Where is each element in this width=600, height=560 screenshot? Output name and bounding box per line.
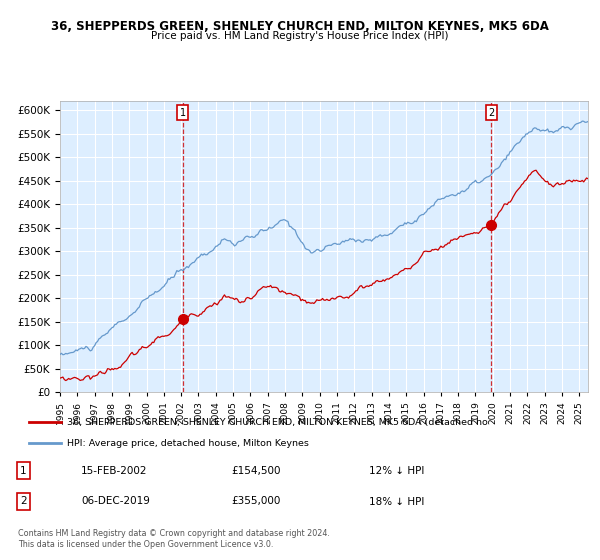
Text: 1: 1 (20, 465, 27, 475)
Text: £355,000: £355,000 (231, 497, 280, 506)
Text: 1: 1 (179, 108, 185, 118)
Text: 12% ↓ HPI: 12% ↓ HPI (369, 465, 424, 475)
Text: 15-FEB-2002: 15-FEB-2002 (81, 465, 148, 475)
Text: 18% ↓ HPI: 18% ↓ HPI (369, 497, 424, 506)
Text: Contains HM Land Registry data © Crown copyright and database right 2024.
This d: Contains HM Land Registry data © Crown c… (18, 529, 330, 549)
Text: £154,500: £154,500 (231, 465, 280, 475)
Text: Price paid vs. HM Land Registry's House Price Index (HPI): Price paid vs. HM Land Registry's House … (151, 31, 449, 41)
Text: 36, SHEPPERDS GREEN, SHENLEY CHURCH END, MILTON KEYNES, MK5 6DA: 36, SHEPPERDS GREEN, SHENLEY CHURCH END,… (51, 20, 549, 32)
Text: 06-DEC-2019: 06-DEC-2019 (81, 497, 150, 506)
Text: 2: 2 (488, 108, 494, 118)
Text: HPI: Average price, detached house, Milton Keynes: HPI: Average price, detached house, Milt… (67, 438, 308, 447)
Text: 36, SHEPPERDS GREEN, SHENLEY CHURCH END, MILTON KEYNES, MK5 6DA (detached ho: 36, SHEPPERDS GREEN, SHENLEY CHURCH END,… (67, 418, 487, 427)
Text: 2: 2 (20, 497, 27, 506)
